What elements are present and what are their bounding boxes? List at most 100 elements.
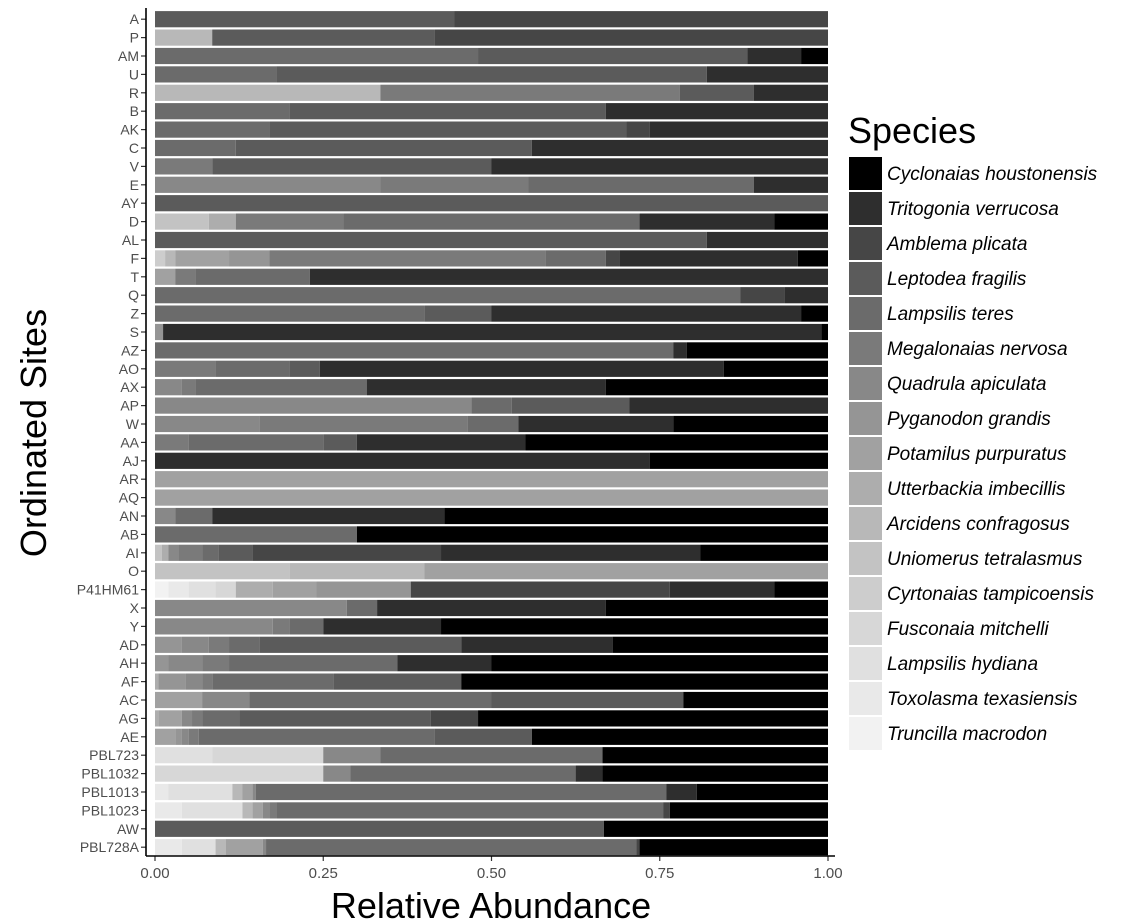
bar-segment xyxy=(269,250,546,267)
x-tick-label: 0.50 xyxy=(477,865,506,882)
bar-segment xyxy=(155,599,347,617)
site-label: W xyxy=(126,416,140,432)
legend-key xyxy=(849,682,882,715)
bar-segment xyxy=(155,287,741,304)
legend-label: Tritogonia verrucosa xyxy=(887,199,1059,220)
bar-segment xyxy=(784,287,828,304)
x-tick-labels: 0.00 0.25 0.50 0.75 1.00 xyxy=(140,856,843,882)
bar-segment xyxy=(155,655,169,672)
bar-segment xyxy=(155,710,159,727)
bar-segment xyxy=(747,47,802,65)
legend-label: Cyrtonaias tampicoensis xyxy=(887,584,1094,605)
bar-segment xyxy=(605,379,828,396)
legend-label: Arcidens confragosus xyxy=(886,514,1070,535)
site-label: AR xyxy=(120,471,139,487)
site-label: V xyxy=(130,158,140,174)
bar-segment xyxy=(161,544,169,561)
site-label: F xyxy=(130,250,139,266)
bar-segment xyxy=(679,84,754,101)
bar-segment xyxy=(188,581,216,598)
bar-segment xyxy=(434,728,532,745)
bar-segment xyxy=(165,250,176,267)
bar-segment xyxy=(821,323,828,341)
bar-segment xyxy=(686,342,828,359)
legend-key xyxy=(849,647,882,680)
site-label: PBL1032 xyxy=(81,766,139,782)
bar-segment xyxy=(155,66,277,83)
bar-segment xyxy=(212,507,445,525)
bar-segment xyxy=(212,158,492,175)
bar-segment xyxy=(168,581,189,598)
bar-segment xyxy=(181,802,243,819)
site-label: O xyxy=(128,563,139,579)
bar-segment xyxy=(155,47,479,65)
legend-key xyxy=(849,507,882,540)
legend-label: Utterbackia imbecillis xyxy=(887,479,1066,500)
bar-segment xyxy=(181,728,189,745)
site-label: AH xyxy=(120,655,139,671)
bar-segment xyxy=(525,434,828,451)
bar-segment xyxy=(424,563,828,580)
site-label: AF xyxy=(121,674,139,690)
bar-segment xyxy=(491,305,802,322)
bar-segment xyxy=(175,507,213,525)
bar-segment xyxy=(155,526,357,543)
bar-segment xyxy=(266,839,637,856)
bar-segment xyxy=(753,84,828,101)
legend-key xyxy=(849,472,882,505)
bar-segment xyxy=(602,765,828,782)
bar-segment xyxy=(235,139,532,157)
bar-segment xyxy=(467,415,519,433)
bar-segment xyxy=(181,636,209,653)
bar-segment xyxy=(155,397,472,414)
site-label: AP xyxy=(120,398,139,414)
bar-segment xyxy=(366,379,606,396)
legend-label: Toxolasma texasiensis xyxy=(887,689,1078,710)
bar-segment xyxy=(444,507,828,525)
legend-key xyxy=(849,227,882,260)
bar-segment xyxy=(155,636,182,653)
site-label: AB xyxy=(120,526,139,542)
bar-segment xyxy=(666,783,697,801)
site-label: PBL1013 xyxy=(81,784,139,800)
bar-segment xyxy=(639,213,775,230)
bar-segment xyxy=(801,305,828,322)
site-label: AY xyxy=(121,195,139,211)
bar-segment xyxy=(155,415,260,433)
bar-segment xyxy=(181,710,193,727)
bar-segment xyxy=(350,765,576,782)
bar-segment xyxy=(155,820,604,837)
bar-segment xyxy=(259,415,468,433)
bar-segment xyxy=(155,765,324,782)
bar-segment xyxy=(155,544,162,561)
bar-segment xyxy=(471,397,512,414)
site-label: Q xyxy=(128,287,139,303)
legend-key xyxy=(849,332,882,365)
bar-segment xyxy=(202,673,213,690)
bar-segment xyxy=(602,747,828,764)
bar-segment xyxy=(212,673,334,690)
bar-segment xyxy=(155,747,213,764)
bar-segment xyxy=(706,66,828,83)
bar-segment xyxy=(619,250,798,267)
site-label: Z xyxy=(130,306,139,322)
bar-segment xyxy=(155,342,674,359)
bar-segment xyxy=(155,691,203,709)
legend-label: Amblema plicata xyxy=(886,234,1027,255)
bar-segment xyxy=(663,802,670,819)
site-label: PBL1023 xyxy=(81,802,139,818)
x-tick-label: 1.00 xyxy=(813,865,842,882)
legend-label: Cyclonaias houstonensis xyxy=(887,164,1098,185)
bar-segment xyxy=(289,360,320,377)
bar-segment xyxy=(255,783,667,801)
bar-segment xyxy=(434,29,828,46)
bar-segment xyxy=(612,636,828,653)
bar-segment xyxy=(289,618,324,635)
bar-segment xyxy=(696,783,828,801)
legend-label: Megalonaias nervosa xyxy=(887,339,1068,360)
bar-segment xyxy=(309,268,828,285)
site-label: AJ xyxy=(123,453,139,469)
bar-segment xyxy=(155,673,159,690)
bar-segment xyxy=(636,839,640,856)
bar-segment xyxy=(276,66,707,83)
